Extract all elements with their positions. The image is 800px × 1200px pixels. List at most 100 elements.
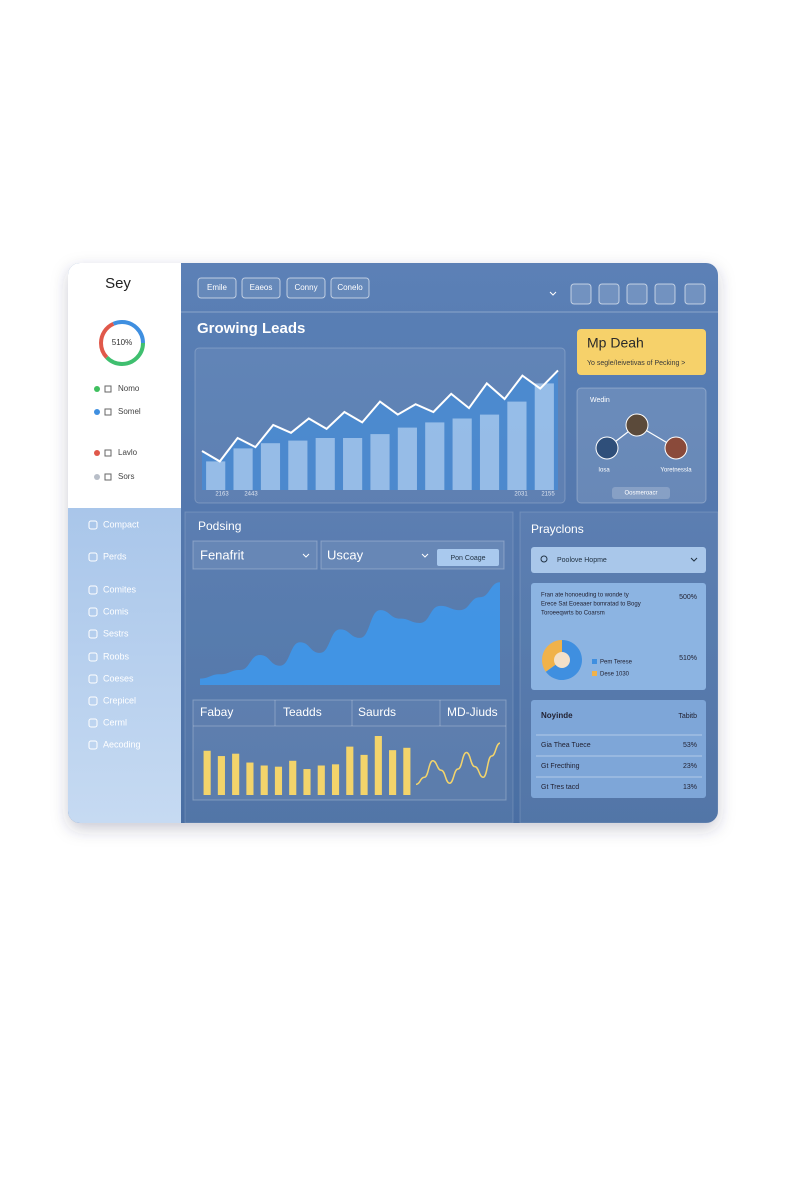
tab-separators [274,700,441,726]
podsing-bar [360,754,368,795]
podsing-bar [346,746,354,795]
brand: Sey [105,275,131,292]
table-header: Tabitb [678,713,697,720]
tab-label: Saurds [358,705,396,719]
nav-icon [104,385,112,393]
icon-button[interactable] [598,283,620,305]
nav-icon [88,520,98,530]
nav-item: Cerml [103,717,127,727]
nav-dot [94,409,100,415]
gauge-ring [99,320,145,366]
table-cell: 13% [683,784,697,791]
nav-icon [104,449,112,457]
search-box[interactable] [531,547,706,573]
section-title: Growing Leads [197,320,305,337]
podsing-bar [331,764,340,795]
chevron [690,557,698,562]
leads-bar [233,448,253,490]
podsing-bar [374,736,382,795]
toolbar-tab[interactable] [197,277,237,299]
podsing-bar [303,769,311,795]
toolbar-tab[interactable] [241,277,281,299]
gauge-ring [99,320,145,366]
deal-card [577,329,706,375]
toolbar-tab-label: Emile [207,283,228,292]
icon-button[interactable] [626,283,648,305]
network-panel [576,387,707,504]
podsing-bar [389,750,397,795]
gauge-label: 510% [112,338,132,347]
nav-item: Aecoding [103,739,141,749]
nav-icon [104,408,112,416]
icon-button[interactable] [654,283,676,305]
toolbar-tab-label: Eaeos [250,283,273,292]
nav-item: Comis [103,606,129,616]
leads-bar [397,427,417,490]
leads-bar [534,383,554,490]
podsing-bar [289,760,297,795]
nav-icon [88,585,98,595]
nav-icon [88,696,98,706]
nav-item: Perds [103,551,127,561]
tab-label: Teadds [283,705,322,719]
card-body: Sey 510% Nomo Somel Lavlo Sors Compact Perds Com… [68,263,718,823]
leads-bar [260,443,281,490]
card-value: 500% [679,594,697,601]
nav-icon [104,473,112,481]
table-cell: Gt Frecthing [541,763,580,770]
sidebar-bottom [68,508,181,823]
table-cell: 53% [683,742,697,749]
podsing-bar [203,750,211,795]
leads-bar [507,401,527,490]
leads-bar [288,440,308,490]
nav-item: Sestrs [103,628,129,638]
leads-line [201,369,559,463]
section-title: Podsing [198,519,241,533]
nav-dot [94,450,100,456]
dropdown-label: Uscay [327,547,364,562]
legend-label: Dese 1030 [600,672,630,678]
icon-button[interactable] [684,283,706,305]
table-header: Noyinde [541,711,573,720]
podsing-bar [274,766,283,795]
search-icon [540,555,548,563]
toolbar-tab[interactable] [330,277,370,299]
x-tick-label: 2031 [514,492,528,498]
leads-bar [425,422,445,490]
podsing-area [200,582,500,685]
toolbar-tab[interactable] [286,277,326,299]
card-text: Erece Sat Eoeaaer bomratad to Bogy [541,602,641,608]
nav-dot [94,474,100,480]
leads-bar [479,414,500,490]
leads-bar [206,461,226,490]
chevron [549,291,557,296]
button[interactable] [437,549,499,566]
podsing-bar [246,762,254,795]
network-graph [595,413,688,499]
generated: Sey 510% Nomo Somel Lavlo Sors Compact Perds Com… [88,275,702,795]
leads-bar [452,418,472,490]
node-label: Iosa [598,468,610,474]
podsing-bar [403,747,411,795]
card-text: Fran ate honoeuding to wonde ty [541,593,629,599]
network-button[interactable] [612,487,670,499]
nav-item: Comites [103,584,137,594]
nav-icon [88,607,98,617]
deal-subtitle: Yo segle/Ieivetivas of Pecking > [587,360,685,367]
button-label: Pon Coage [450,555,485,562]
nav-item: Nomo [118,384,140,393]
x-tick-label: 2155 [541,492,555,498]
donut-slice [542,640,562,672]
dropdown[interactable] [192,540,318,570]
deal-title: Mp Deah [587,335,644,351]
podsing-wave [415,742,501,786]
nav-item: Lavlo [118,448,138,457]
legend-label: Pem Terese [600,660,633,666]
icon-button[interactable] [570,283,592,305]
card-text: Toroeeqwrts bo Coarsm [541,611,605,617]
chevron [302,553,429,558]
nav-item: Crepicel [103,695,136,705]
nav-icon [88,740,98,750]
legend-swatch [592,659,597,664]
